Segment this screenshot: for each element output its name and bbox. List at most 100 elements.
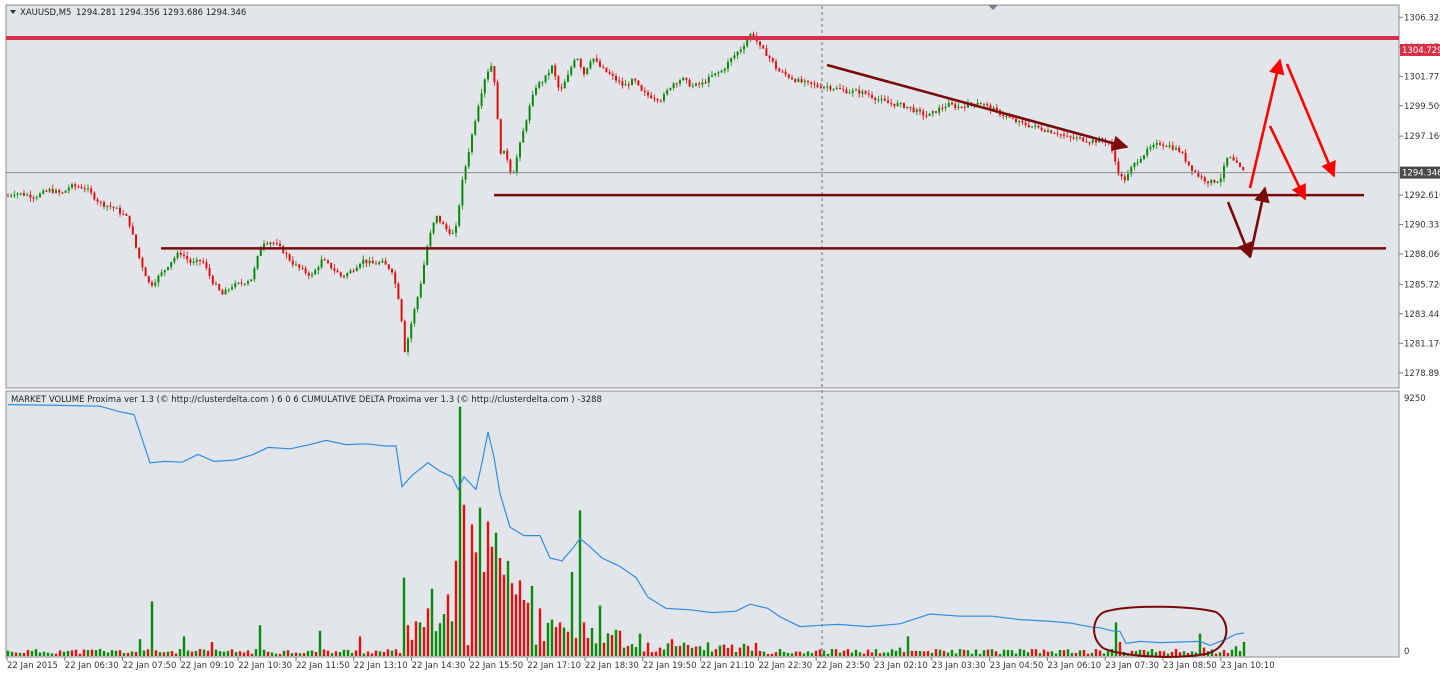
- volume-bar: [718, 645, 722, 656]
- candle: [83, 184, 86, 193]
- candle: [61, 191, 64, 194]
- candle: [67, 184, 70, 194]
- volume-bar: [1238, 651, 1242, 656]
- candle: [675, 82, 678, 88]
- candle: [1219, 174, 1222, 187]
- candle: [899, 102, 902, 108]
- candle: [1159, 140, 1161, 146]
- candle: [461, 176, 464, 210]
- chart-shift-marker[interactable]: [988, 5, 998, 10]
- candle: [778, 67, 781, 72]
- volume-bar: [30, 650, 34, 656]
- candle: [135, 234, 137, 249]
- volume-bar: [214, 649, 218, 656]
- candle: [1184, 149, 1187, 164]
- candle: [1133, 162, 1136, 171]
- candle: [304, 265, 307, 276]
- candle: [432, 222, 435, 235]
- candle: [199, 259, 201, 266]
- price-panel[interactable]: [5, 4, 1400, 389]
- candle: [522, 127, 525, 143]
- volume-bar: [1194, 652, 1198, 656]
- candle: [912, 104, 915, 113]
- candle: [743, 42, 745, 54]
- symbol-menu-icon[interactable]: [10, 10, 16, 14]
- candle: [579, 57, 582, 70]
- candle: [179, 248, 182, 258]
- volume-bar: [962, 649, 966, 656]
- candle: [1050, 129, 1053, 134]
- candle: [851, 88, 854, 97]
- volume-bar: [966, 650, 970, 656]
- svg-text:1294.346: 1294.346: [1402, 169, 1440, 179]
- candle: [435, 215, 438, 225]
- volume-bar: [682, 642, 686, 656]
- volume-bar: [498, 558, 502, 656]
- candle: [698, 81, 701, 89]
- candle: [615, 72, 617, 84]
- candle: [336, 268, 339, 273]
- volume-bar: [122, 652, 126, 656]
- volume-bar: [878, 653, 882, 656]
- horizontal-levels[interactable]: [6, 36, 1399, 250]
- volume-bar: [630, 644, 634, 656]
- candle: [1232, 154, 1235, 162]
- candle: [32, 195, 35, 203]
- candle: [554, 63, 557, 81]
- candle: [842, 85, 845, 93]
- time-tick-label: 22 Jan 06:30: [65, 661, 119, 671]
- volume-bar: [86, 650, 90, 656]
- candle: [896, 100, 899, 107]
- candle: [55, 188, 57, 194]
- candle: [669, 87, 672, 91]
- candle: [170, 261, 173, 270]
- time-axis: 22 Jan 2015 22 Jan 06:30 22 Jan 07:50 22 Ja…: [6, 657, 1275, 671]
- candle: [797, 77, 800, 83]
- candle: [365, 259, 368, 268]
- candle: [371, 256, 374, 264]
- volume-bar: [266, 651, 270, 656]
- volume-bar: [526, 602, 530, 656]
- candle: [1066, 131, 1069, 138]
- candle: [915, 107, 918, 116]
- candle: [903, 102, 905, 109]
- volume-bar: [26, 649, 30, 656]
- candle: [1085, 137, 1088, 143]
- highlight-ellipse[interactable]: [1093, 605, 1228, 658]
- volume-bar: [242, 652, 246, 656]
- candle: [407, 337, 409, 356]
- volume-bar: [602, 642, 606, 656]
- candle: [839, 83, 841, 90]
- volume-bar: [894, 650, 898, 656]
- volume-bar: [1242, 642, 1246, 656]
- volume-bar: [982, 650, 986, 656]
- volume-bar: [606, 633, 610, 656]
- indicator-panel[interactable]: [5, 390, 1400, 658]
- volume-bar: [610, 634, 614, 656]
- volume-bar: [490, 546, 494, 656]
- candle: [93, 191, 96, 201]
- volume-bar: [422, 627, 426, 656]
- candle: [1239, 161, 1241, 168]
- candle: [339, 271, 342, 279]
- volume-bar: [530, 586, 534, 656]
- candle: [141, 256, 144, 272]
- volume-bar: [886, 652, 890, 656]
- volume-bar: [482, 572, 486, 656]
- candle: [829, 84, 832, 92]
- candle: [400, 298, 403, 323]
- candle: [826, 82, 829, 92]
- volume-bar: [574, 637, 578, 656]
- volume-bar: [562, 627, 566, 656]
- candle: [349, 268, 352, 274]
- candle: [211, 274, 214, 287]
- candle: [656, 98, 659, 104]
- volume-bar: [1106, 649, 1110, 656]
- candle: [627, 81, 630, 90]
- trendline-arrows[interactable]: [826, 58, 1336, 259]
- candle: [1197, 170, 1200, 178]
- candle: [570, 65, 573, 77]
- volume-bar: [930, 652, 934, 656]
- volume-bar: [746, 645, 750, 656]
